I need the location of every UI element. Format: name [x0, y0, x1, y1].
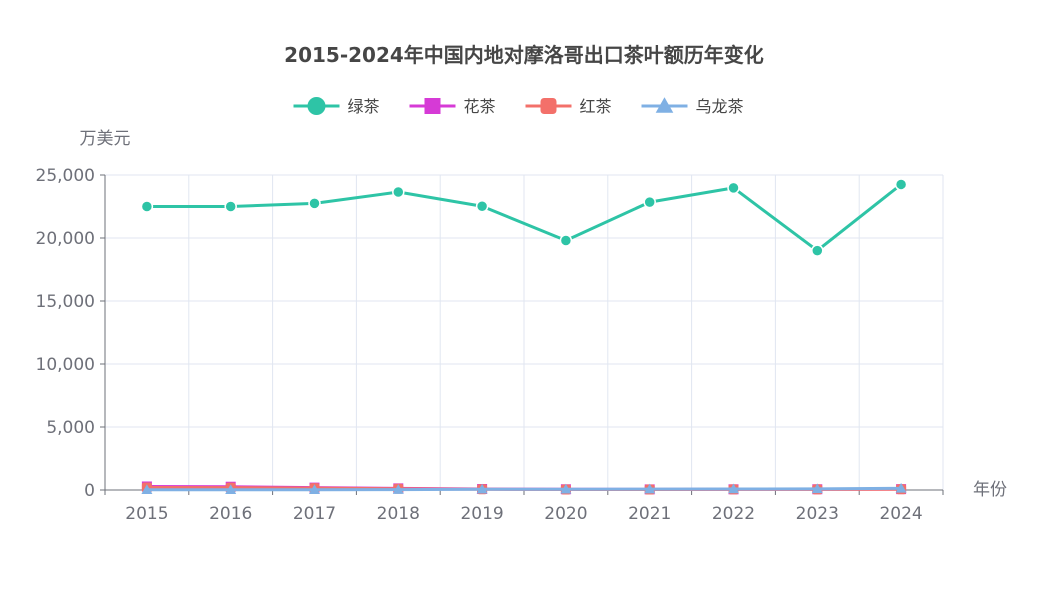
- data-point: [475, 199, 489, 213]
- x-tick-label: 2017: [293, 504, 336, 524]
- series-3: [141, 482, 907, 494]
- x-tick-label: 2015: [125, 504, 168, 524]
- y-tick-label: 25,000: [36, 166, 95, 186]
- data-point: [895, 482, 907, 493]
- x-tick-label: 2019: [460, 504, 503, 524]
- x-tick-label: 2021: [628, 504, 671, 524]
- x-tick-label: 2018: [377, 504, 420, 524]
- data-point: [559, 234, 573, 247]
- data-point: [308, 197, 321, 210]
- legend-marker: [424, 98, 441, 114]
- x-tick-label: 2023: [796, 504, 839, 524]
- y-tick-label: 0: [84, 481, 95, 501]
- data-point: [140, 200, 154, 213]
- legend-item-2[interactable]: 红茶: [525, 97, 612, 116]
- data-point: [894, 178, 908, 191]
- y-tick-label: 20,000: [36, 229, 95, 249]
- data-point: [811, 483, 823, 494]
- x-tick-label: 2020: [544, 504, 587, 524]
- data-point: [224, 200, 237, 213]
- y-tick-label: 5,000: [46, 418, 95, 438]
- x-axis-label: 年份: [973, 480, 1007, 500]
- data-point: [141, 484, 153, 494]
- legend-item-1[interactable]: 花茶: [409, 97, 496, 116]
- legend-marker: [307, 97, 326, 115]
- chart-title: 2015-2024年中国内地对摩洛哥出口茶叶额历年变化: [284, 43, 764, 67]
- legend-item-0[interactable]: 绿茶: [293, 97, 380, 116]
- data-point: [644, 483, 656, 494]
- y-axis-label: 万美元: [80, 129, 131, 149]
- data-point: [225, 484, 237, 494]
- legend-marker: [540, 98, 557, 114]
- series-0: [140, 178, 908, 257]
- series-line: [146, 486, 902, 492]
- data-point: [309, 484, 320, 494]
- tick-labels: 0 5,000 10,000 15,000 20,000 25,000 2015 2016 20…: [36, 166, 923, 524]
- series-group: [140, 178, 908, 495]
- legend-item-3[interactable]: 乌龙茶: [641, 97, 744, 116]
- legend-label: 乌龙茶: [696, 97, 744, 116]
- data-point: [392, 185, 405, 199]
- data-point: [476, 483, 488, 494]
- y-tick-label: 15,000: [36, 292, 95, 312]
- legend-label: 红茶: [580, 97, 612, 116]
- x-tick-label: 2022: [712, 504, 755, 524]
- series-line: [146, 183, 903, 253]
- data-point: [727, 181, 740, 195]
- data-point: [811, 244, 824, 257]
- legend-label: 花茶: [464, 97, 496, 116]
- x-tick-label: 2024: [879, 504, 922, 524]
- data-point: [392, 484, 404, 494]
- legend-marker: [655, 97, 674, 113]
- data-point: [728, 483, 739, 494]
- data-point: [560, 483, 572, 494]
- x-tick-label: 2016: [209, 504, 252, 524]
- legend-label: 绿茶: [348, 97, 380, 116]
- y-tick-label: 10,000: [36, 355, 95, 375]
- chart-legend[interactable]: 绿茶 花茶 红茶 乌龙茶: [293, 97, 744, 116]
- data-point: [643, 195, 656, 209]
